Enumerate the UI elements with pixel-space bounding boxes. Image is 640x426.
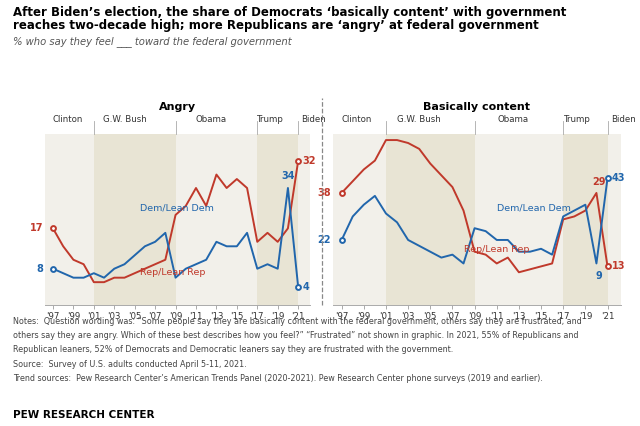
Text: G.W. Bush: G.W. Bush: [102, 115, 147, 124]
Bar: [94, 134, 175, 305]
Text: Republican leaners, 52% of Democrats and Democratic leaners say they are frustra: Republican leaners, 52% of Democrats and…: [13, 345, 453, 354]
Text: others say they are angry. Which of these best describes how you feel?” “Frustra: others say they are angry. Which of thes…: [13, 331, 579, 340]
Bar: [563, 134, 607, 305]
Text: Trend sources:  Pew Research Center’s American Trends Panel (2020-2021). Pew Res: Trend sources: Pew Research Center’s Ame…: [13, 374, 543, 383]
Bar: [386, 134, 475, 305]
Text: Source:  Survey of U.S. adults conducted April 5-11, 2021.: Source: Survey of U.S. adults conducted …: [13, 360, 246, 368]
Text: Rep/Lean Rep: Rep/Lean Rep: [463, 245, 529, 254]
Text: Dem/Lean Dem: Dem/Lean Dem: [140, 204, 214, 213]
Text: reaches two-decade high; more Republicans are ‘angry’ at federal government: reaches two-decade high; more Republican…: [13, 19, 538, 32]
Text: 17: 17: [30, 223, 44, 233]
Text: Angry: Angry: [159, 102, 196, 112]
Text: Rep/Lean Rep: Rep/Lean Rep: [140, 268, 205, 277]
Text: After Biden’s election, the share of Democrats ‘basically content’ with governme: After Biden’s election, the share of Dem…: [13, 6, 566, 20]
Text: PEW RESEARCH CENTER: PEW RESEARCH CENTER: [13, 410, 154, 420]
Text: 4: 4: [302, 282, 309, 292]
Text: Trump: Trump: [564, 115, 591, 124]
Text: Notes:  Question wording was: “Some people say they are basically content with t: Notes: Question wording was: “Some peopl…: [13, 317, 582, 326]
Text: Clinton: Clinton: [53, 115, 83, 124]
Text: 38: 38: [317, 188, 331, 198]
Text: Obama: Obama: [196, 115, 227, 124]
Text: 13: 13: [612, 262, 625, 271]
Text: 34: 34: [281, 171, 294, 181]
Text: Biden: Biden: [301, 115, 326, 124]
Text: 8: 8: [36, 264, 44, 274]
Text: Biden: Biden: [611, 115, 636, 124]
Text: % who say they feel ___ toward the federal government: % who say they feel ___ toward the feder…: [13, 36, 291, 47]
Text: Obama: Obama: [498, 115, 529, 124]
Text: Basically content: Basically content: [423, 102, 531, 112]
Text: 29: 29: [592, 177, 605, 187]
Text: G.W. Bush: G.W. Bush: [397, 115, 441, 124]
Text: Clinton: Clinton: [342, 115, 372, 124]
Text: Dem/Lean Dem: Dem/Lean Dem: [497, 204, 571, 213]
Bar: [257, 134, 298, 305]
Text: 9: 9: [595, 271, 602, 281]
Text: 43: 43: [612, 173, 625, 183]
Text: 32: 32: [302, 156, 316, 166]
Text: Trump: Trump: [257, 115, 284, 124]
Text: 22: 22: [317, 235, 331, 245]
